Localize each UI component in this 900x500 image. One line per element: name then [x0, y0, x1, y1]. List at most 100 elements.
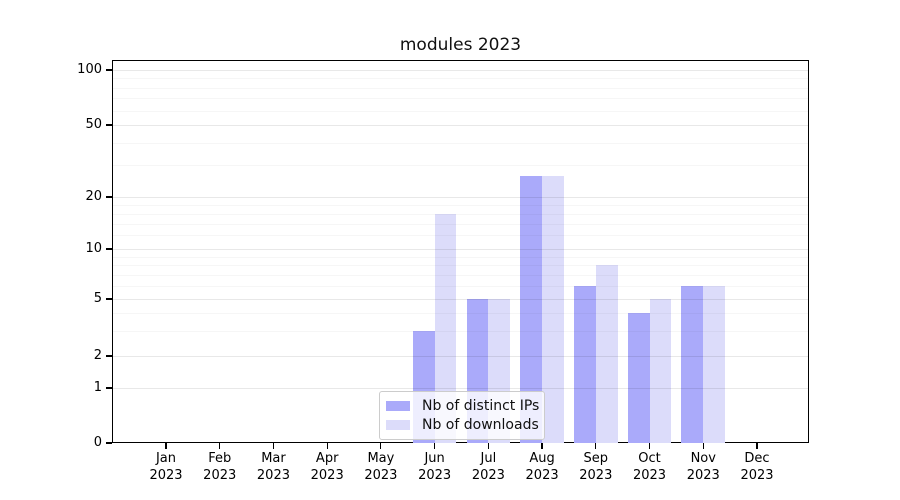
x-tick-year: 2023	[418, 468, 452, 483]
plot-area: Nb of distinct IPs Nb of downloads	[112, 60, 809, 443]
legend-swatch	[386, 420, 410, 430]
y-tick-mark	[106, 248, 112, 250]
x-tick-label: Aug 2023	[510, 450, 574, 484]
minor-gridline	[112, 224, 809, 225]
minor-gridline	[112, 111, 809, 112]
major-gridline	[112, 299, 809, 300]
bar-downloads-aug	[542, 176, 564, 443]
major-gridline	[112, 356, 809, 357]
y-tick-label: 1	[93, 380, 102, 395]
major-gridline	[112, 249, 809, 250]
major-gridline	[112, 388, 809, 389]
bar-downloads-nov	[703, 285, 726, 443]
minor-gridline	[112, 235, 809, 236]
x-tick-year: 2023	[686, 468, 720, 483]
x-tick-label: Jul 2023	[456, 450, 520, 484]
x-tick-year: 2023	[364, 468, 398, 483]
x-tick-mark	[165, 443, 167, 449]
x-tick-year: 2023	[471, 468, 505, 483]
y-tick-mark	[106, 442, 112, 444]
x-tick-month: Feb	[208, 451, 232, 466]
x-tick-mark	[702, 443, 704, 449]
x-tick-month: Dec	[744, 451, 770, 466]
x-tick-mark	[434, 443, 436, 449]
x-tick-mark	[219, 443, 221, 449]
x-tick-label: Apr 2023	[295, 450, 359, 484]
legend-item: Nb of downloads	[386, 417, 540, 433]
y-tick-label: 20	[85, 189, 102, 204]
y-tick-mark	[106, 69, 112, 71]
bar-distinct-ips-aug	[520, 176, 543, 443]
x-tick-year: 2023	[525, 468, 559, 483]
bar-downloads-sep	[595, 265, 618, 443]
major-gridline	[112, 125, 809, 126]
x-tick-month: Mar	[261, 451, 286, 466]
x-tick-label: Jan 2023	[134, 450, 198, 484]
x-tick-label: Nov 2023	[671, 450, 735, 484]
x-tick-year: 2023	[256, 468, 290, 483]
legend-label: Nb of downloads	[422, 417, 539, 433]
x-tick-month: Jul	[480, 451, 497, 466]
minor-gridline	[112, 275, 809, 276]
y-tick-label: 2	[93, 348, 102, 363]
legend-swatch	[386, 401, 410, 411]
x-tick-mark	[380, 443, 382, 449]
x-tick-label: Oct 2023	[618, 450, 682, 484]
x-tick-mark	[595, 443, 597, 449]
legend: Nb of distinct IPs Nb of downloads	[379, 391, 545, 440]
x-tick-label: Feb 2023	[188, 450, 252, 484]
x-tick-mark	[272, 443, 275, 449]
x-tick-year: 2023	[310, 468, 344, 483]
y-tick-label: 100	[77, 62, 102, 77]
x-tick-month: May	[367, 451, 395, 466]
y-tick-label: 0	[93, 435, 102, 450]
minor-gridline	[112, 313, 809, 314]
y-tick-label: 5	[93, 291, 102, 306]
major-gridline	[112, 70, 809, 71]
y-tick-label: 10	[85, 241, 102, 256]
x-tick-month: Oct	[638, 451, 661, 466]
bar-distinct-ips-sep	[574, 285, 596, 443]
x-tick-mark	[326, 443, 328, 449]
bar-distinct-ips-nov	[681, 285, 704, 443]
x-tick-label: Jun 2023	[403, 450, 467, 484]
y-tick-mark	[106, 196, 112, 198]
y-tick-mark	[106, 298, 112, 300]
y-tick-mark	[106, 387, 112, 389]
minor-gridline	[112, 88, 809, 89]
x-tick-mark	[648, 443, 651, 449]
minor-gridline	[112, 214, 809, 215]
bar-distinct-ips-oct	[627, 312, 650, 443]
bar-downloads-oct	[649, 299, 672, 443]
x-tick-mark	[756, 443, 758, 449]
minor-gridline	[112, 143, 809, 144]
minor-gridline	[112, 98, 809, 99]
x-tick-year: 2023	[740, 468, 774, 483]
minor-gridline	[112, 265, 809, 266]
x-tick-mark	[541, 443, 543, 449]
x-tick-label: Mar 2023	[241, 450, 305, 484]
x-tick-month: Sep	[583, 451, 609, 466]
x-tick-label: Sep 2023	[564, 450, 628, 484]
minor-gridline	[112, 331, 809, 332]
x-tick-year: 2023	[632, 468, 667, 483]
major-gridline	[112, 197, 809, 198]
x-tick-month: Apr	[315, 451, 339, 466]
chart-title: modules 2023	[399, 35, 522, 55]
x-tick-year: 2023	[203, 468, 237, 483]
bar-downloads-jun	[434, 213, 457, 443]
minor-gridline	[112, 286, 809, 287]
minor-gridline	[112, 205, 809, 206]
y-tick-label: 50	[85, 117, 102, 132]
x-tick-month: Nov	[690, 451, 716, 466]
x-tick-label: May 2023	[349, 450, 413, 484]
x-tick-label: Dec 2023	[725, 450, 789, 484]
y-tick-mark	[106, 124, 112, 126]
x-tick-month: Aug	[529, 451, 555, 466]
x-tick-year: 2023	[579, 468, 613, 483]
minor-gridline	[112, 78, 809, 79]
x-tick-year: 2023	[149, 468, 183, 483]
minor-gridline	[112, 165, 809, 166]
x-tick-mark	[487, 443, 489, 449]
